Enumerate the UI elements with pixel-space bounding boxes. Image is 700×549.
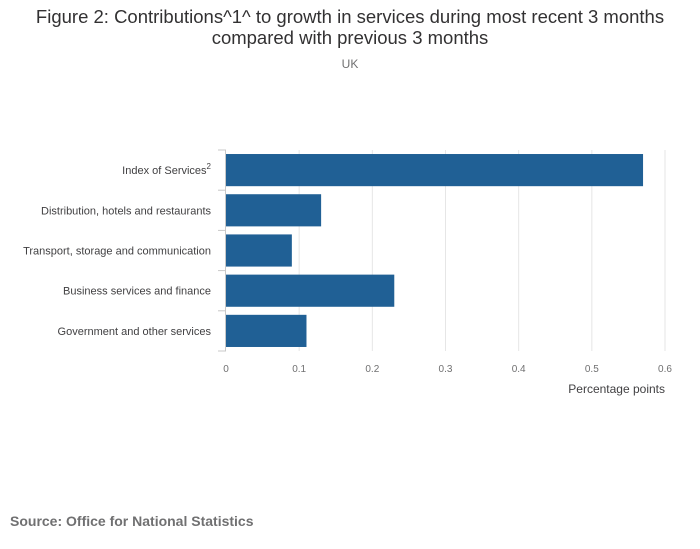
category-label: Distribution, hotels and restaurants <box>41 205 211 217</box>
source-label: Source: <box>10 513 63 529</box>
y-axis <box>218 149 226 352</box>
x-axis-ticks: 0 0.1 0.2 0.3 0.4 0.5 0.6 <box>223 364 672 375</box>
x-tick-label: 0.6 <box>658 364 672 375</box>
x-tick-label: 0.4 <box>512 364 526 375</box>
x-tick-label: 0.3 <box>439 364 453 375</box>
bar[interactable] <box>226 154 644 187</box>
source-text: Office for National Statistics <box>66 513 254 529</box>
category-label: Transport, storage and communication <box>23 246 211 258</box>
bar[interactable] <box>226 274 395 307</box>
x-tick-label: 0.2 <box>365 364 379 375</box>
category-label: Index of Services2 <box>122 162 211 177</box>
bar-chart: Index of Services2 Distribution, hotels a… <box>23 149 672 396</box>
x-tick-label: 0 <box>223 364 229 375</box>
source-note: Source: Office for National Statistics <box>10 513 254 529</box>
chart-subtitle: UK <box>341 57 359 71</box>
x-tick-label: 0.5 <box>585 364 599 375</box>
category-label: Business services and finance <box>63 286 211 298</box>
bar[interactable] <box>226 194 322 227</box>
bars <box>226 154 644 347</box>
category-labels: Index of Services2 Distribution, hotels a… <box>23 162 211 338</box>
category-label: Government and other services <box>58 326 212 338</box>
chart-title: Figure 2: Contributions^1^ to growth in … <box>35 6 665 48</box>
x-tick-label: 0.1 <box>292 364 306 375</box>
x-axis-label: Percentage points <box>568 382 665 396</box>
bar[interactable] <box>226 234 292 267</box>
bar[interactable] <box>226 314 307 347</box>
